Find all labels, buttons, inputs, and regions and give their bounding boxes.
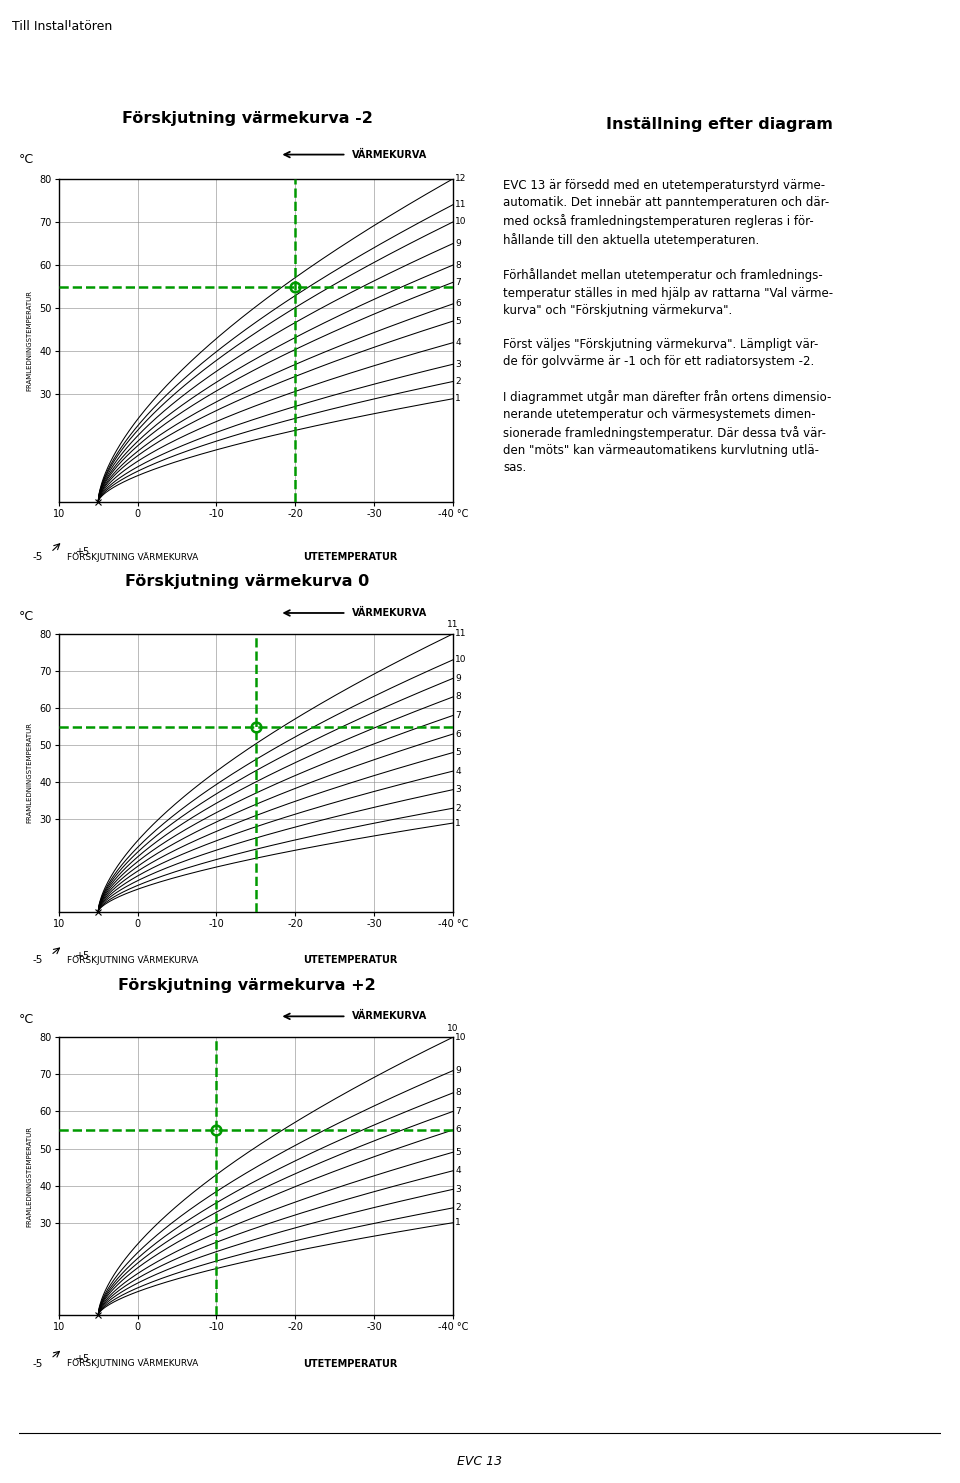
Text: 7: 7 (455, 710, 461, 719)
Text: FÖRSKJUTNING VÄRMEKURVA: FÖRSKJUTNING VÄRMEKURVA (66, 552, 198, 562)
Text: EVC 13: EVC 13 (457, 1455, 503, 1468)
Text: 1: 1 (455, 819, 461, 828)
Text: FÖRSKJUTNING VÄRMEKURVA: FÖRSKJUTNING VÄRMEKURVA (66, 955, 198, 965)
Text: 3: 3 (455, 1185, 461, 1194)
Text: +5: +5 (75, 547, 89, 558)
Text: °C: °C (19, 610, 35, 623)
Text: Förskjutning värmekurva 0: Förskjutning värmekurva 0 (125, 574, 370, 589)
Text: -5: -5 (33, 955, 43, 965)
Text: °C: °C (19, 1013, 35, 1026)
Text: 11: 11 (447, 620, 459, 629)
Text: FRAMLEDNINGSTEMPERATUR: FRAMLEDNINGSTEMPERATUR (26, 1126, 32, 1226)
Text: Förskjutning värmekurva +2: Förskjutning värmekurva +2 (118, 977, 376, 992)
Text: 6: 6 (455, 730, 461, 739)
Text: 9: 9 (455, 239, 461, 248)
Text: 7: 7 (455, 277, 461, 286)
Text: 11: 11 (455, 629, 467, 638)
Text: 4: 4 (455, 338, 461, 347)
Text: 5: 5 (455, 1148, 461, 1157)
Text: 9: 9 (455, 673, 461, 682)
Text: 2: 2 (455, 1203, 461, 1213)
Text: 6: 6 (455, 1126, 461, 1134)
Text: 18: 18 (14, 39, 55, 67)
Text: 8: 8 (455, 1089, 461, 1097)
Text: 10: 10 (447, 1023, 459, 1032)
Text: 10: 10 (455, 218, 467, 227)
Text: Förskjutning värmekurva -2: Förskjutning värmekurva -2 (122, 111, 372, 126)
Text: FRAMLEDNINGSTEMPERATUR: FRAMLEDNINGSTEMPERATUR (26, 291, 32, 392)
Text: Inställning av framledningstemperatur: Inställning av framledningstemperatur (254, 40, 773, 65)
Text: +5: +5 (75, 951, 89, 961)
Text: UTETEMPERATUR: UTETEMPERATUR (303, 955, 397, 965)
Text: VÄRMEKURVA: VÄRMEKURVA (352, 150, 428, 160)
Text: UTETEMPERATUR: UTETEMPERATUR (303, 1358, 397, 1369)
Text: 7: 7 (455, 1106, 461, 1115)
Text: FRAMLEDNINGSTEMPERATUR: FRAMLEDNINGSTEMPERATUR (26, 722, 32, 823)
Text: 6: 6 (455, 300, 461, 308)
Text: 9: 9 (455, 1066, 461, 1075)
Text: VÄRMEKURVA: VÄRMEKURVA (352, 608, 428, 618)
Text: 10: 10 (455, 1032, 467, 1041)
Text: Inställning efter diagram: Inställning efter diagram (606, 117, 832, 132)
Text: 8: 8 (455, 693, 461, 701)
Text: -5: -5 (33, 1358, 43, 1369)
Text: 12: 12 (455, 175, 467, 184)
Text: 3: 3 (455, 360, 461, 369)
Text: Till Installatören: Till Installatören (12, 21, 112, 33)
Text: 4: 4 (455, 767, 461, 776)
Text: 11: 11 (455, 200, 467, 209)
Text: 2: 2 (455, 804, 461, 813)
Text: 2: 2 (455, 377, 461, 386)
Text: -5: -5 (33, 552, 43, 562)
Text: 5: 5 (455, 747, 461, 756)
Text: 1: 1 (455, 394, 461, 403)
Text: EVC 13 är försedd med en utetemperaturstyrd värme-
automatik. Det innebär att pa: EVC 13 är försedd med en utetemperaturst… (503, 179, 833, 475)
Text: VÄRMEKURVA: VÄRMEKURVA (352, 1011, 428, 1022)
Text: +5: +5 (75, 1354, 89, 1364)
Text: 10: 10 (455, 655, 467, 664)
Text: 3: 3 (455, 785, 461, 795)
Text: 5: 5 (455, 317, 461, 326)
Text: 8: 8 (455, 261, 461, 270)
Text: UTETEMPERATUR: UTETEMPERATUR (303, 552, 397, 562)
Text: 4: 4 (455, 1166, 461, 1176)
Text: 1: 1 (455, 1218, 461, 1228)
Text: FÖRSKJUTNING VÄRMEKURVA: FÖRSKJUTNING VÄRMEKURVA (66, 1358, 198, 1369)
Text: °C: °C (19, 153, 35, 166)
